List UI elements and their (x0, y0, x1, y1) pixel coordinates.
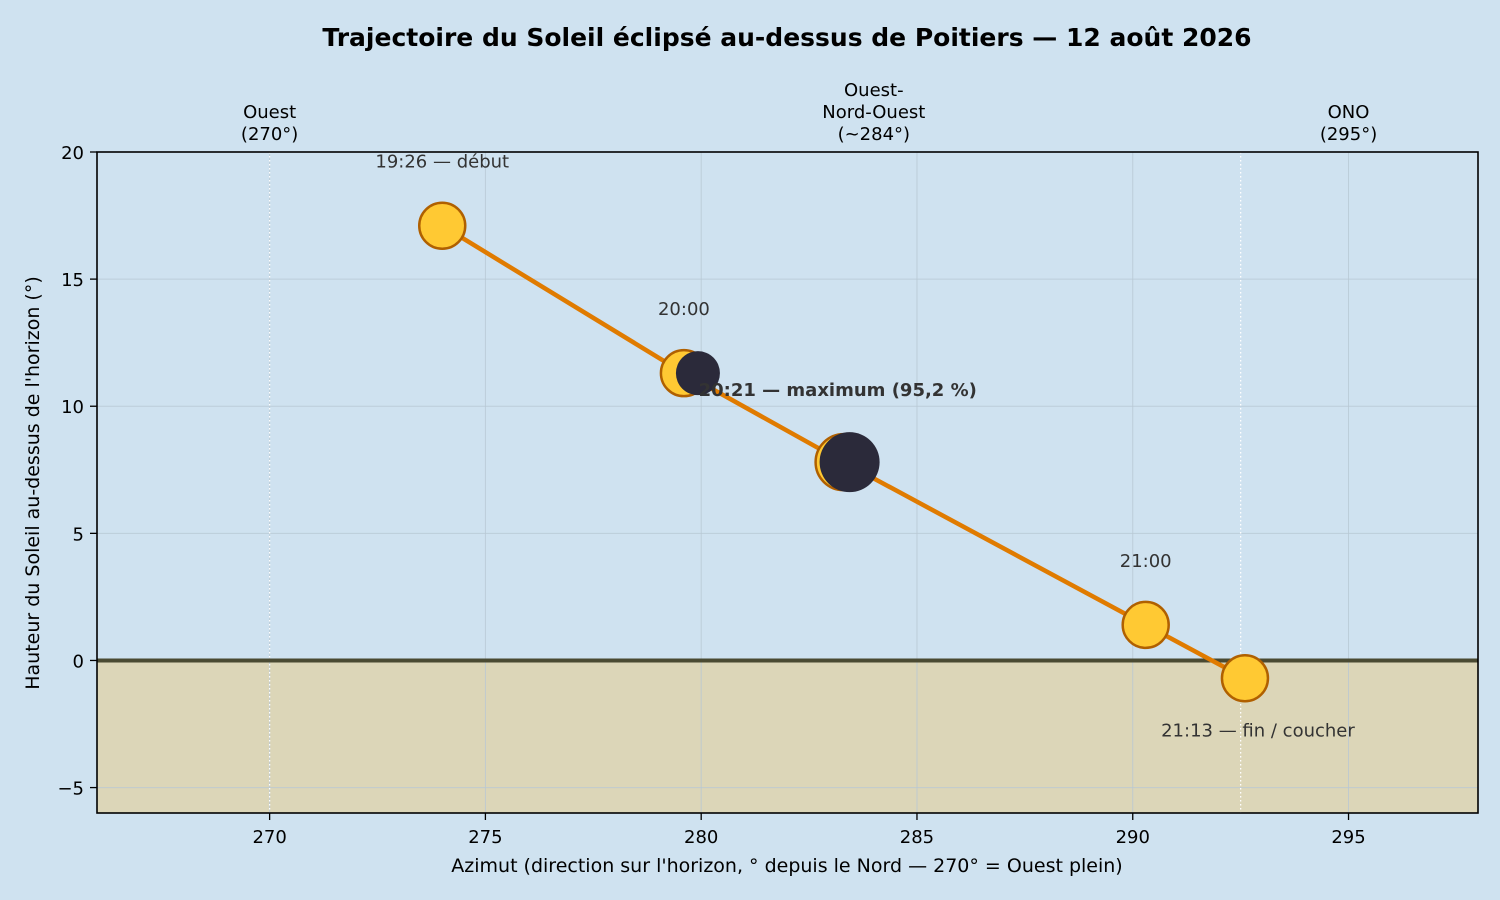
x-tick-label: 280 (684, 827, 718, 848)
moon-disc (675, 351, 720, 396)
direction-label: Ouest-Nord-Ouest (~284°) (822, 80, 925, 145)
direction-label: Ouest (270°) (241, 102, 298, 145)
y-tick-label: 15 (61, 270, 84, 291)
plot-area: 19:26 — début 20:00 20:21 — maximum (95,2 … (57, 80, 1479, 848)
chart-title: Trajectoire du Soleil éclipsé au-dessus … (322, 23, 1251, 52)
x-tick-label: 285 (900, 827, 934, 848)
x-axis-label: Azimut (direction sur l'horizon, ° depui… (451, 855, 1122, 877)
y-tick-label: 0 (73, 651, 84, 672)
y-tick-label: 5 (73, 524, 84, 545)
x-tick-label: 290 (1116, 827, 1150, 848)
sun-marker (1121, 600, 1170, 650)
y-axis-label: Hauteur du Soleil au-dessus de l'horizon… (22, 276, 44, 690)
moon-disc (819, 432, 880, 493)
x-tick-label: 270 (252, 827, 286, 848)
point-label: 21:00 (1120, 551, 1172, 572)
direction-label: ONO (295°) (1320, 102, 1377, 145)
sun-marker (1220, 654, 1270, 703)
x-tick-label: 295 (1331, 827, 1365, 848)
sun-marker (418, 201, 467, 250)
point-label: 20:00 (658, 299, 710, 320)
plot-frame (96, 151, 1479, 814)
point-label: 19:26 — début (375, 152, 509, 173)
point-label: 21:13 — fin / coucher (1161, 720, 1355, 741)
y-tick-label: 20 (61, 143, 84, 164)
y-tick-label: 10 (61, 397, 84, 418)
x-tick-label: 275 (468, 827, 502, 848)
point-label: 20:21 — maximum (95,2 %) (699, 380, 977, 401)
y-tick-label: −5 (57, 779, 84, 800)
